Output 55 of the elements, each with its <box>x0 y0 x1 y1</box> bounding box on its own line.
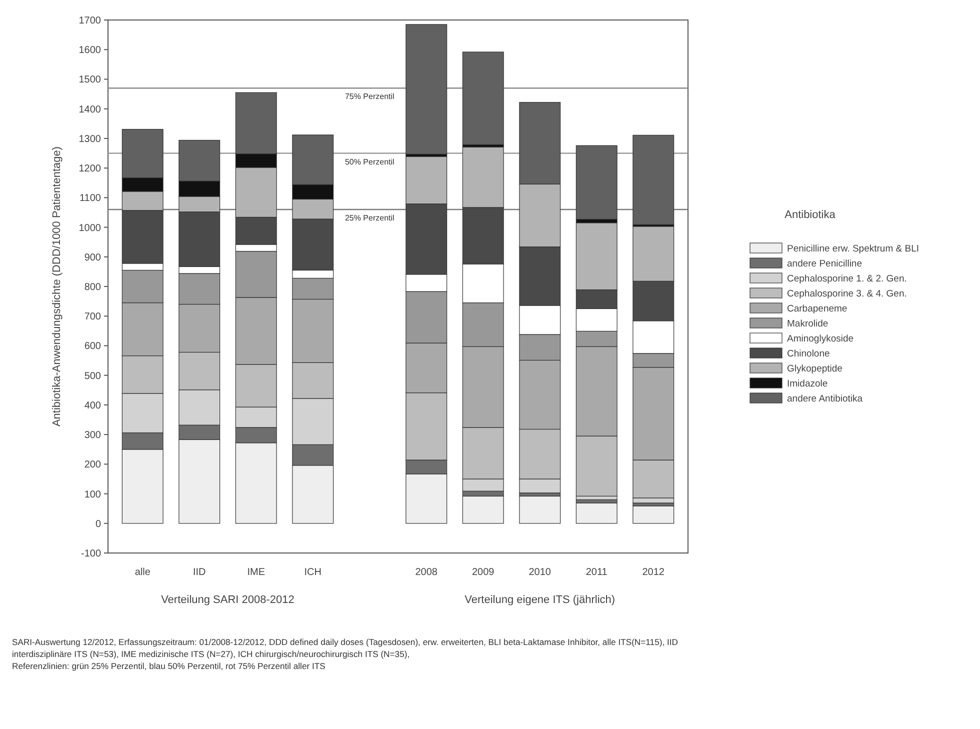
legend-label: Makrolide <box>787 318 828 330</box>
y-tick-label: 700 <box>84 312 102 323</box>
y-tick-label: 0 <box>95 518 102 530</box>
y-tick-label: 1000 <box>78 222 102 234</box>
x-tick-label: 2009 <box>472 567 495 578</box>
x-tick-label: ICH <box>304 567 322 578</box>
legend-label: Imidazole <box>787 378 828 390</box>
legend-label: andere Antibiotika <box>787 393 864 404</box>
text: Referenzlinien: grün 25% Perzentil, blau 50% Perzentil, rot 75% Perzentil aller ITS <box>12 661 326 671</box>
y-tick-label: 1200 <box>78 164 102 175</box>
y-tick-label: 800 <box>84 282 102 293</box>
y-tick-label: 300 <box>84 430 102 442</box>
bar <box>406 24 448 154</box>
ref-line-label: 25% Perzentil <box>344 214 395 223</box>
y-tick-label: 1500 <box>78 74 102 86</box>
legend-label: Glykopeptide <box>787 363 842 374</box>
y-axis-title: Antibiotika-Anwendungsdichte (DDD/1000 Patiententage) <box>51 146 63 427</box>
bar <box>462 52 504 145</box>
x-tick-label: IID <box>192 567 206 578</box>
x-tick-label: 2011 <box>586 567 608 578</box>
y-tick-label: 400 <box>84 400 102 412</box>
y-tick-label: 600 <box>84 341 102 352</box>
legend-label: Cephalosporine 1. & 2. Gen. <box>787 273 907 284</box>
text: Verteilung SARI 2008-2012 <box>161 594 294 606</box>
y-tick-label: 1400 <box>78 104 102 116</box>
x-tick-label: IME <box>247 567 266 578</box>
y-tick-label: -100 <box>80 548 102 560</box>
x-tick-label: alle <box>134 567 151 578</box>
y-tick-label: 100 <box>84 489 102 500</box>
x-tick-label: 2008 <box>415 567 438 578</box>
bar <box>519 496 561 524</box>
bar <box>576 145 618 220</box>
legend-label: Aminoglykoside <box>787 333 854 344</box>
legend-title: Antibiotika <box>784 209 836 221</box>
legend-label: andere Penicilline <box>787 258 862 270</box>
y-tick-label: 1700 <box>78 16 102 26</box>
legend-label: Chinolone <box>787 348 830 360</box>
ref-line-label: 50% Perzentil <box>344 157 395 166</box>
bar <box>576 502 618 524</box>
y-tick-label: 1100 <box>79 193 102 204</box>
y-tick-label: 500 <box>84 370 102 382</box>
bar <box>632 506 674 524</box>
text: SARI-Auswertung 12/2012, Erfassungszeitraum: 01/2008-12/2012, DDD defined daily doses (Tagesdosen), erw. erweiterten, BLI beta-Laktamase Inhibitor, alle ITS(N=115), IID interdisziplinäre ITS (N=53), IME medizinische ITS (N=27), ICH chirurgisch/neurochirurgisch ITS (N=35), <box>12 637 678 659</box>
legend-label: Penicilline erw. Spektrum & BLI <box>787 243 920 254</box>
y-tick-label: 1300 <box>78 134 102 145</box>
x-tick-label: 2012 <box>642 567 665 578</box>
text: Verteilung eigene ITS (jährlich) <box>464 594 616 606</box>
y-tick-label: 1600 <box>78 45 102 56</box>
y-tick-label: 900 <box>84 252 102 264</box>
ref-line-label: 75% Perzentil <box>344 92 395 102</box>
y-tick-label: 200 <box>84 460 102 471</box>
bar <box>462 496 504 524</box>
x-tick-label: 2010 <box>528 567 552 578</box>
legend-label: Cephalosporine 3. & 4. Gen. <box>787 288 907 300</box>
legend-label: Carbapeneme <box>787 303 848 314</box>
